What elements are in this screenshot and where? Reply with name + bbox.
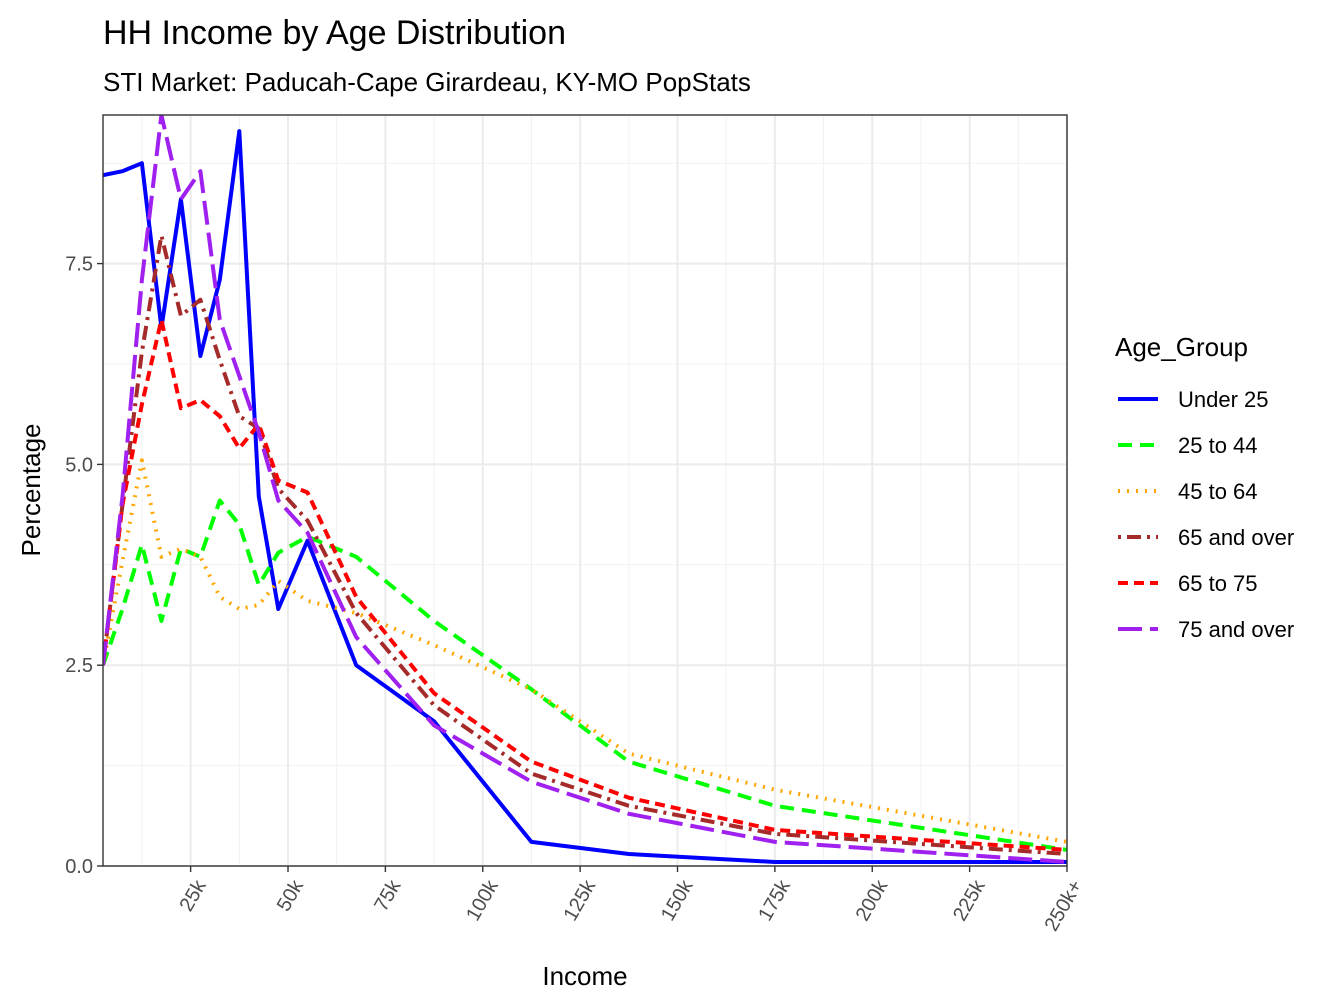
x-tick-label: 50k [273, 875, 309, 915]
legend-label: 65 to 75 [1178, 571, 1258, 596]
panel-border [102, 114, 1068, 867]
y-tick-label: 0.0 [65, 856, 93, 878]
y-tick-label: 7.5 [65, 254, 93, 276]
series-line-25-to-44 [103, 498, 1067, 852]
legend-label: 75 and over [1178, 617, 1294, 642]
legend-label: 25 to 44 [1178, 433, 1258, 458]
y-tick-label: 5.0 [65, 454, 93, 476]
x-tick-label: 175k [754, 875, 795, 924]
x-tick-label: 150k [657, 875, 698, 924]
legend-items: Under 25 25 to 44 45 to 64 65 and over 65 to… [1118, 387, 1294, 642]
legend-label: 65 and over [1178, 525, 1294, 550]
series-line-45-to-64 [103, 458, 1067, 844]
legend: Age_Group Under 25 25 to 44 45 to 64 65 and… [1115, 332, 1294, 642]
chart-subtitle: STI Market: Paducah-Cape Girardeau, KY-M… [103, 67, 751, 97]
grid-minor [103, 115, 1067, 866]
x-tick-label: 250k+ [1041, 876, 1088, 935]
series-lines [103, 115, 1067, 864]
grid-major [103, 115, 1068, 867]
x-tick-label: 75k [370, 875, 406, 915]
y-tick-label: 2.5 [65, 655, 93, 677]
x-tick-label: 125k [559, 875, 600, 924]
x-tick-label: 225k [949, 875, 990, 924]
chart-title: HH Income by Age Distribution [103, 14, 566, 52]
y-axis-title: Percentage [16, 424, 46, 557]
x-tick-label: 25k [176, 875, 212, 915]
x-axis-title: Income [542, 961, 627, 991]
x-tick-label: 200k [852, 875, 893, 924]
series-line-75-and-over [103, 115, 1067, 864]
panel-background [103, 115, 1067, 866]
series-line-65-to-75 [103, 317, 1067, 852]
plot-panel [102, 114, 1068, 867]
x-tick-label: 100k [462, 875, 503, 924]
y-axis: 0.0 2.5 5.0 7.5 [65, 254, 103, 878]
x-axis: 25k 50k 75k 100k 125k 150k 175k 200k 225k 250k+ [176, 866, 1088, 935]
legend-label: 45 to 64 [1178, 479, 1258, 504]
legend-label: Under 25 [1178, 387, 1269, 412]
legend-title: Age_Group [1115, 332, 1248, 362]
